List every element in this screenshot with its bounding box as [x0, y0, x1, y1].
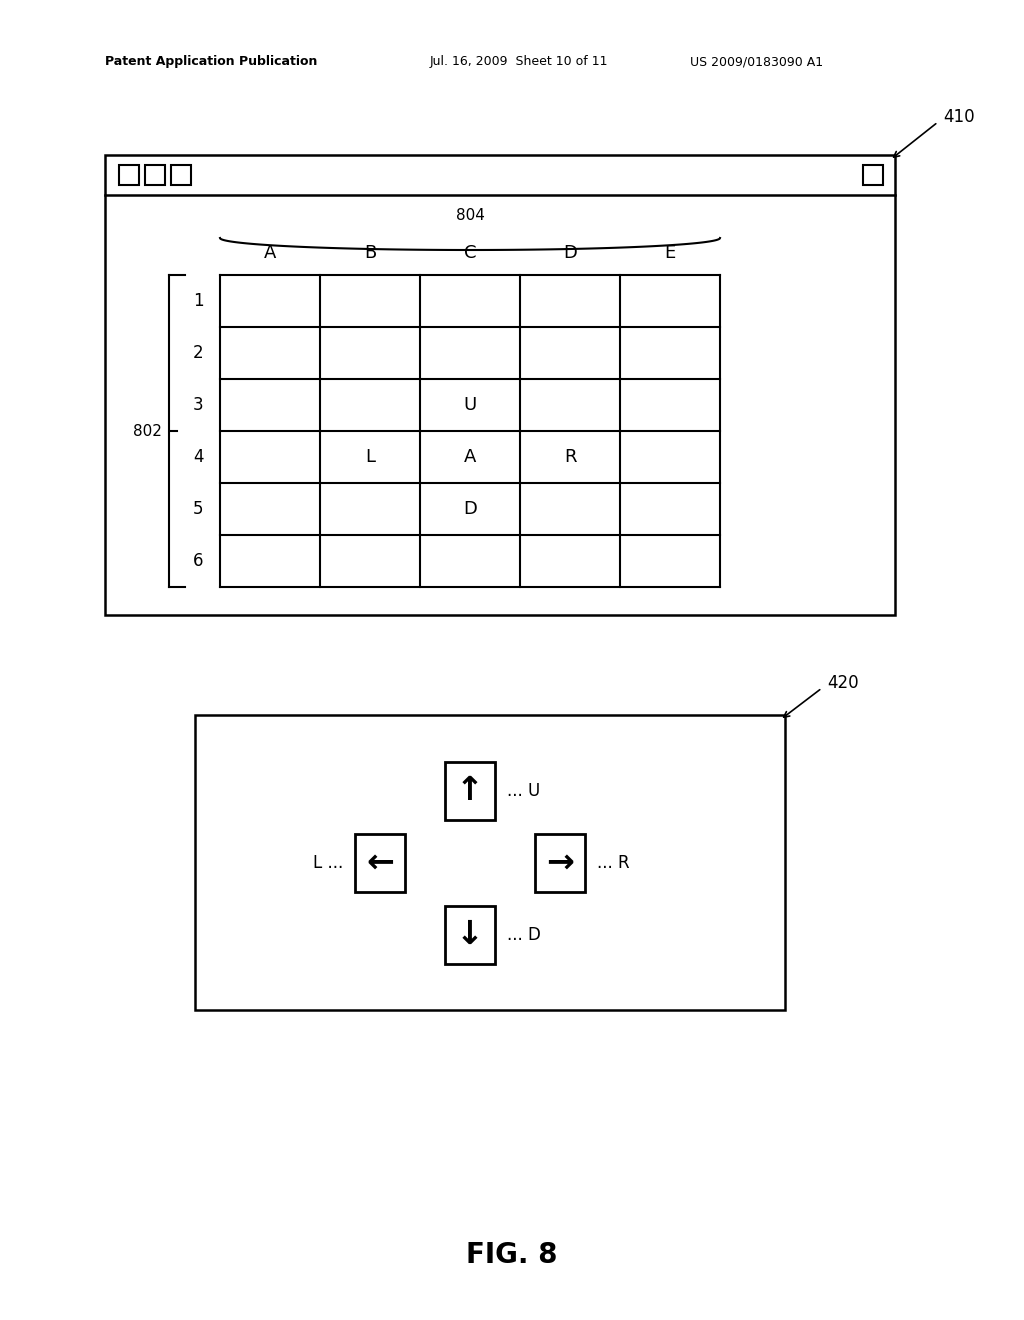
Text: U: U	[464, 396, 476, 414]
Bar	[171, 165, 191, 185]
Bar	[445, 762, 495, 820]
Text: 5: 5	[193, 500, 203, 517]
Text: US 2009/0183090 A1: US 2009/0183090 A1	[690, 55, 823, 69]
Text: 420: 420	[827, 675, 859, 692]
Text: ... R: ... R	[597, 854, 630, 871]
Bar	[105, 154, 895, 615]
Bar	[355, 833, 406, 891]
Text: A: A	[464, 447, 476, 466]
Text: →: →	[546, 846, 574, 879]
Text: L: L	[365, 447, 375, 466]
Text: D: D	[463, 500, 477, 517]
Text: 804: 804	[456, 207, 484, 223]
Text: R: R	[564, 447, 577, 466]
Text: 2: 2	[193, 345, 204, 362]
Bar	[535, 833, 585, 891]
Bar	[119, 165, 139, 185]
Bar	[445, 906, 495, 964]
Text: 802: 802	[132, 424, 162, 438]
Text: 410: 410	[943, 108, 975, 125]
Text: ↑: ↑	[456, 774, 484, 807]
Text: Patent Application Publication: Patent Application Publication	[105, 55, 317, 69]
Bar	[195, 715, 785, 1010]
Text: ←: ←	[366, 846, 394, 879]
Text: L ...: L ...	[312, 854, 343, 871]
Text: 4: 4	[193, 447, 203, 466]
Text: A: A	[264, 244, 276, 261]
Text: 3: 3	[193, 396, 204, 414]
Text: D: D	[563, 244, 577, 261]
Text: ... U: ... U	[507, 781, 541, 800]
Text: 6: 6	[193, 552, 203, 570]
Bar	[145, 165, 165, 185]
Text: FIG. 8: FIG. 8	[466, 1241, 558, 1269]
Text: 1: 1	[193, 292, 204, 310]
Text: E: E	[665, 244, 676, 261]
Bar	[863, 165, 883, 185]
Text: ↓: ↓	[456, 917, 484, 950]
Text: ... D: ... D	[507, 925, 541, 944]
Text: C: C	[464, 244, 476, 261]
Text: B: B	[364, 244, 376, 261]
Text: Jul. 16, 2009  Sheet 10 of 11: Jul. 16, 2009 Sheet 10 of 11	[430, 55, 608, 69]
